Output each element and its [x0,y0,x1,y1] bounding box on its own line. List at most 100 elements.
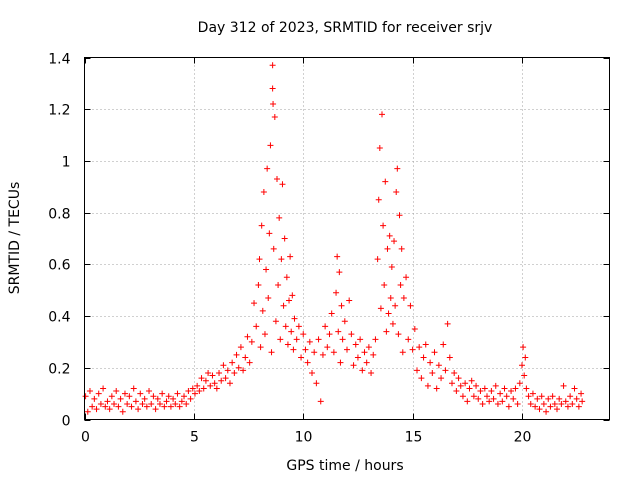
data-point [293,336,300,343]
data-point [558,400,565,407]
data-point [185,388,192,395]
data-point [473,382,480,389]
y-axis-label: SRMTID / TECUs [7,182,23,295]
data-point [196,388,203,395]
data-point [394,165,401,172]
data-point [348,331,355,338]
data-point [414,367,420,374]
data-point [291,315,298,322]
data-point [165,393,172,400]
data-point [319,351,326,358]
data-point [200,385,207,392]
data-point [240,367,247,374]
data-point [549,393,556,400]
data-point [379,111,385,118]
data-point [248,338,255,345]
data-point [346,297,353,304]
data-point [263,266,270,273]
data-point [229,359,236,366]
data-point [135,406,142,413]
data-point [368,369,375,376]
data-point [399,349,406,356]
data-point [218,377,225,384]
data-point [354,354,361,361]
data-point [298,354,305,361]
data-point [222,375,229,382]
data-point [115,403,122,410]
data-point [253,323,260,330]
data-points [82,62,586,415]
x-axis-ticks: 0 5 10 15 20 [81,57,532,446]
data-point [272,318,279,325]
data-point [237,344,244,351]
data-point [156,400,163,407]
data-point [407,302,414,309]
data-point [283,274,290,281]
data-point [339,336,346,343]
data-point [295,323,302,330]
data-point [468,377,475,384]
data-point [396,212,403,219]
data-point [365,344,372,351]
plot-frame [84,57,610,420]
data-point [224,367,231,374]
data-point [497,390,504,397]
y-tick-label: 0.4 [48,310,70,326]
data-point [422,341,429,348]
data-point [271,113,278,120]
data-point [479,400,486,407]
data-point [86,388,93,395]
data-point [416,344,423,351]
data-point [89,403,96,410]
data-point [304,359,311,366]
data-point [567,393,574,400]
data-point [551,400,558,407]
data-point [442,367,449,374]
data-point [226,380,233,387]
data-point [275,282,282,289]
data-point [287,253,294,260]
x-tick-label: 20 [514,430,532,446]
data-point [381,282,388,289]
data-point [205,369,212,376]
data-point [117,395,124,402]
data-point [220,362,227,369]
grid [84,57,610,420]
data-point [440,341,447,348]
data-point [556,395,563,402]
y-tick-label: 0 [62,414,71,430]
data-point [398,245,405,252]
data-point [84,408,91,415]
data-point [181,393,188,400]
data-point [427,359,434,366]
data-point [477,388,484,395]
data-point [242,354,249,361]
data-point [338,302,345,309]
x-tick-label: 15 [405,430,423,446]
data-point [269,85,276,92]
data-point [322,323,329,330]
data-point [108,393,115,400]
data-point [256,256,263,263]
data-point [141,395,148,402]
data-point [97,400,104,407]
data-point [258,222,265,229]
data-point [235,364,242,371]
data-point [260,188,267,195]
data-point [516,380,523,387]
data-point [288,328,295,335]
data-point [300,331,307,338]
data-point [290,346,297,353]
data-point [334,253,341,260]
data-point [139,400,146,407]
data-point [100,385,107,392]
data-point [124,400,131,407]
data-point [457,382,464,389]
data-point [391,238,398,245]
data-point [363,359,370,366]
data-point [505,403,512,410]
data-point [554,406,560,413]
data-point [532,403,539,410]
data-point [350,362,357,369]
data-point [527,400,534,407]
